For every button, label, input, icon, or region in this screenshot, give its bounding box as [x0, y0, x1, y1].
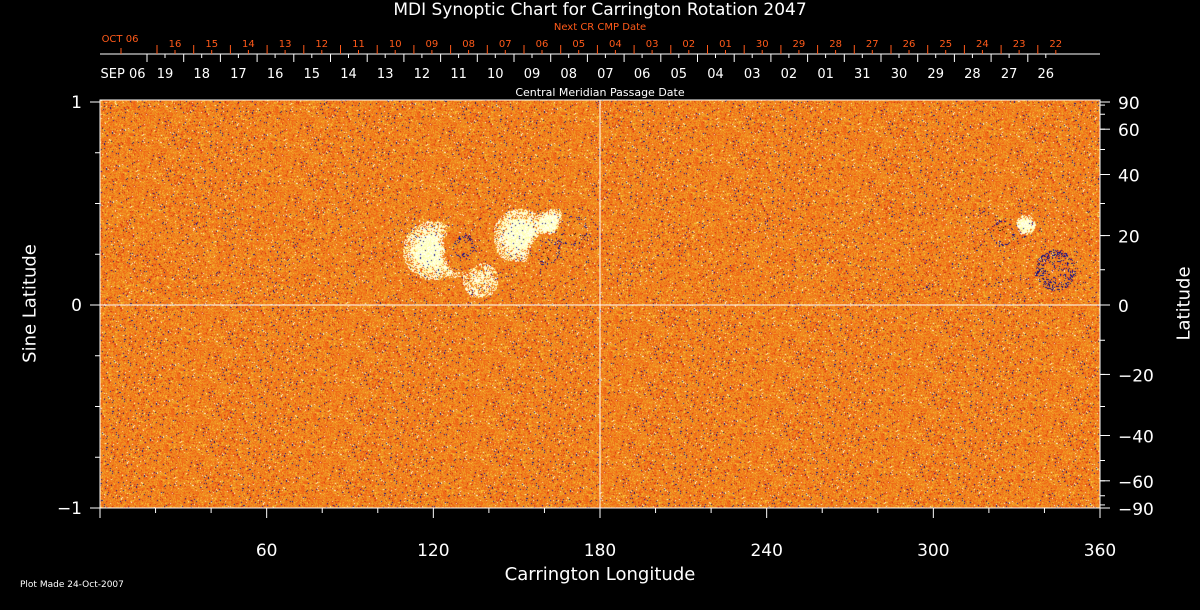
cmp-date-label: 19	[157, 67, 174, 82]
cmp-date-label: 09	[524, 67, 541, 82]
y-tick-label: −1	[57, 499, 82, 519]
next-cr-date-label: 02	[682, 39, 695, 50]
next-cr-date-label: 26	[903, 39, 916, 50]
x-tick-label: 360	[1084, 541, 1116, 561]
cmp-date-label: 18	[193, 67, 210, 82]
cmp-date-label: 01	[817, 67, 834, 82]
cmp-date-label: 30	[891, 67, 908, 82]
cmp-date-label: 16	[267, 67, 284, 82]
cmp-date-label: 10	[487, 67, 504, 82]
y2-tick-label: 60	[1118, 121, 1140, 141]
next-cr-date-label: 09	[426, 39, 439, 50]
cmp-date-label: 27	[1001, 67, 1018, 82]
cmp-date-label: 26	[1038, 67, 1055, 82]
y2-tick-label: 20	[1118, 228, 1140, 248]
next-cr-date-label: 28	[829, 39, 842, 50]
next-cr-date-label: 24	[976, 39, 989, 50]
next-cr-date-label: 12	[315, 39, 328, 50]
cmp-date-label: 04	[707, 67, 724, 82]
next-cr-date-label: 30	[756, 39, 769, 50]
y2-tick-label: −20	[1118, 366, 1154, 386]
y2-tick-label: −60	[1118, 473, 1154, 493]
plot-made-note: Plot Made 24-Oct-2007	[20, 580, 124, 590]
y-tick-label: 1	[71, 93, 82, 113]
next-cr-date-label: 22	[1049, 39, 1062, 50]
next-cr-date-label: 23	[1013, 39, 1026, 50]
cmp-date-label: SEP 06	[101, 67, 146, 82]
cmp-date-label: 17	[230, 67, 247, 82]
cmp-date-label: 07	[597, 67, 614, 82]
cmp-date-label: 12	[414, 67, 431, 82]
x-axis-label: Carrington Longitude	[504, 564, 696, 585]
next-cr-date-label: 29	[793, 39, 806, 50]
next-cr-date-label: 03	[646, 39, 659, 50]
y-tick-label: 0	[71, 296, 82, 316]
cmp-date-label: 08	[560, 67, 577, 82]
y2-tick-label: −40	[1118, 427, 1154, 447]
next-cr-date-label: 25	[939, 39, 952, 50]
cmp-date-label: 11	[450, 67, 467, 82]
next-cr-date-label: 16	[169, 39, 182, 50]
x-tick-label: 60	[256, 541, 278, 561]
next-cr-date-label: 04	[609, 39, 622, 50]
chart-title: MDI Synoptic Chart for Carrington Rotati…	[393, 0, 807, 20]
next-cr-label: Next CR CMP Date	[553, 22, 647, 33]
next-cr-date-label: 15	[205, 39, 218, 50]
x-tick-label: 240	[750, 541, 782, 561]
cmp-date-label: 02	[781, 67, 798, 82]
next-cr-date-label: 27	[866, 39, 879, 50]
top-axis-label: Central Meridian Passage Date	[515, 86, 685, 99]
cmp-date-label: 28	[964, 67, 981, 82]
next-cr-date-label: 13	[279, 39, 292, 50]
cmp-date-label: 13	[377, 67, 394, 82]
cmp-date-label: 03	[744, 67, 761, 82]
next-cr-date-label: 11	[352, 39, 365, 50]
cmp-date-label: 14	[340, 67, 357, 82]
y2-tick-label: −90	[1118, 500, 1154, 520]
next-cr-date-label: 08	[462, 39, 475, 50]
next-cr-date-label: 07	[499, 39, 512, 50]
next-cr-date-label: OCT 06	[102, 34, 139, 45]
cmp-date-label: 15	[304, 67, 321, 82]
next-cr-date-label: 05	[572, 39, 585, 50]
next-cr-date-label: 10	[389, 39, 402, 50]
next-cr-date-label: 01	[719, 39, 732, 50]
y2-tick-label: 90	[1118, 94, 1140, 114]
x-tick-label: 120	[417, 541, 449, 561]
y2-tick-label: 0	[1118, 297, 1129, 317]
cmp-date-label: 29	[927, 67, 944, 82]
y2-tick-label: 40	[1118, 167, 1140, 187]
cmp-date-label: 05	[671, 67, 688, 82]
cmp-date-label: 06	[634, 67, 651, 82]
next-cr-date-label: 14	[242, 39, 255, 50]
cmp-date-label: 31	[854, 67, 871, 82]
next-cr-date-label: 06	[536, 39, 549, 50]
x-tick-label: 300	[917, 541, 949, 561]
x-tick-label: 180	[584, 541, 616, 561]
